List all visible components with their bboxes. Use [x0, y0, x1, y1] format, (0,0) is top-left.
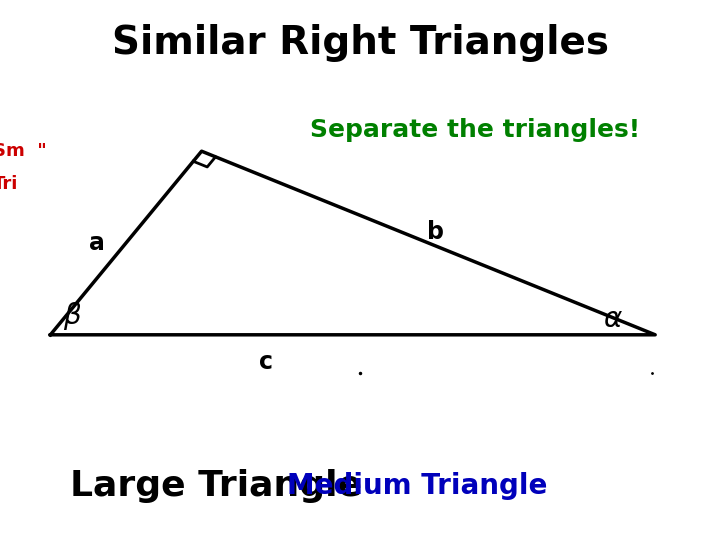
Text: b: b [427, 220, 444, 244]
Text: Sm  ": Sm " [0, 142, 47, 160]
Text: c: c [259, 350, 274, 374]
Text: Similar Right Triangles: Similar Right Triangles [112, 24, 608, 62]
Text: Large Triangle: Large Triangle [70, 469, 362, 503]
Text: α: α [603, 305, 621, 333]
Text: a: a [89, 231, 105, 255]
Text: Separate the triangles!: Separate the triangles! [310, 118, 640, 141]
Text: β: β [63, 302, 81, 330]
Text: Medium Triangle: Medium Triangle [287, 472, 548, 500]
Text: Tri: Tri [0, 174, 18, 193]
